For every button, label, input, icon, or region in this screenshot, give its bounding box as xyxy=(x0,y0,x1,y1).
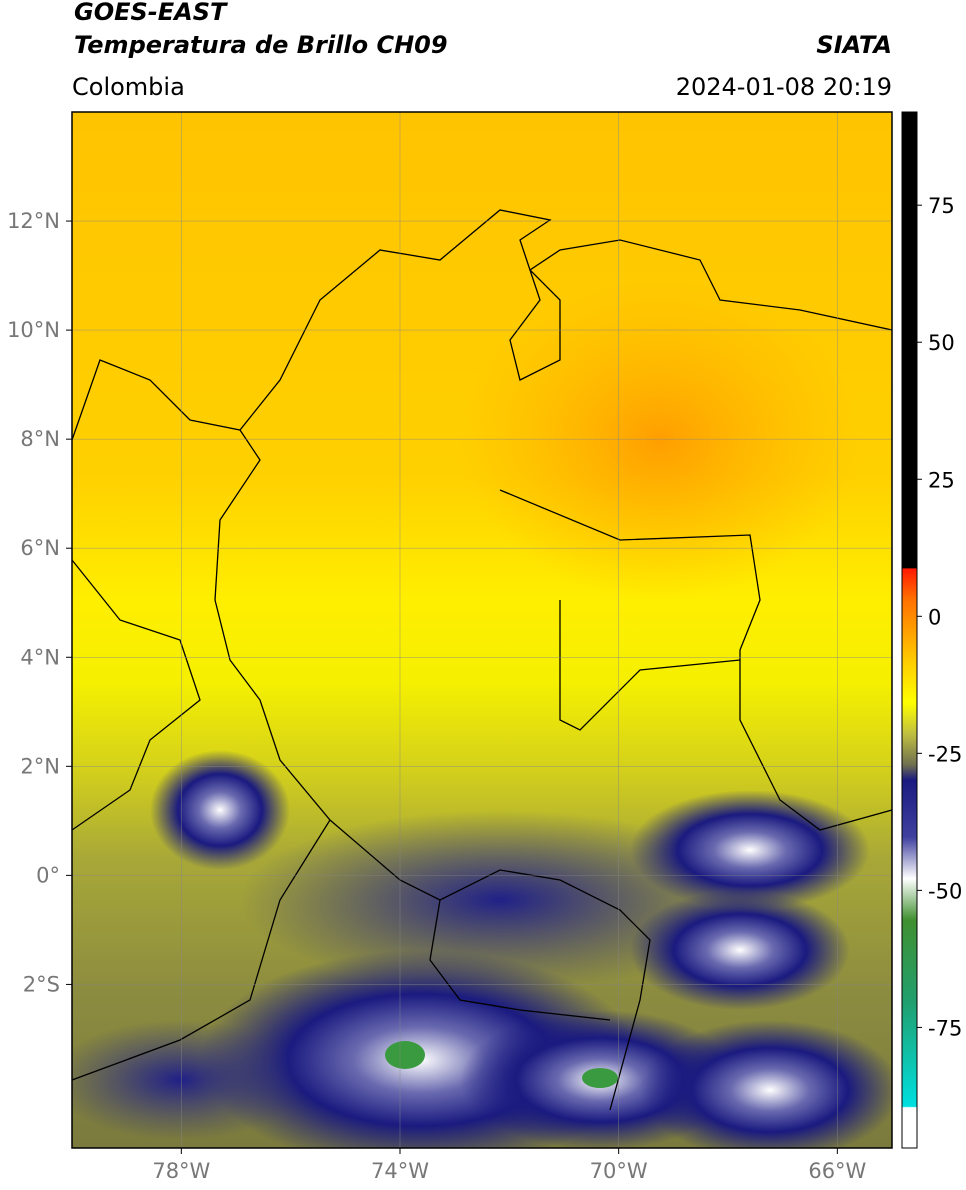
y-tick-label: 8°N xyxy=(20,427,60,451)
datetime: 2024-01-08 20:19 xyxy=(676,73,892,101)
y-tick-label: 10°N xyxy=(7,318,60,342)
colorbar-tick-label: -50 xyxy=(928,879,962,903)
colorbar-tick-label: 75 xyxy=(928,194,955,218)
colorbar xyxy=(901,111,918,1149)
colorbar-tick-label: 0 xyxy=(928,605,941,629)
map-frame xyxy=(71,111,893,1149)
title: GOES-EAST xyxy=(74,0,228,26)
colorbar-tick-label: 25 xyxy=(928,468,955,492)
region: Colombia xyxy=(72,73,185,101)
y-tick-label: 12°N xyxy=(7,209,60,233)
x-tick-label: 66°W xyxy=(808,1159,866,1183)
grid xyxy=(72,112,892,1148)
x-tick-label: 78°W xyxy=(152,1159,210,1183)
y-tick-label: 2°N xyxy=(20,754,60,778)
colorbar-tick-label: 50 xyxy=(928,331,955,355)
y-tick-label: 2°S xyxy=(23,972,60,996)
x-tick-label: 70°W xyxy=(590,1159,648,1183)
y-tick-label: 0° xyxy=(36,863,60,887)
colorbar-tick-label: -25 xyxy=(928,742,962,766)
x-tick-label: 74°W xyxy=(371,1159,429,1183)
map-image xyxy=(72,112,892,1148)
source: SIATA xyxy=(816,31,892,59)
colorbar-tick-label: -75 xyxy=(928,1016,962,1040)
y-tick-label: 6°N xyxy=(20,536,60,560)
subtitle: Temperatura de Brillo CH09 xyxy=(74,31,448,59)
y-tick-label: 4°N xyxy=(20,645,60,669)
